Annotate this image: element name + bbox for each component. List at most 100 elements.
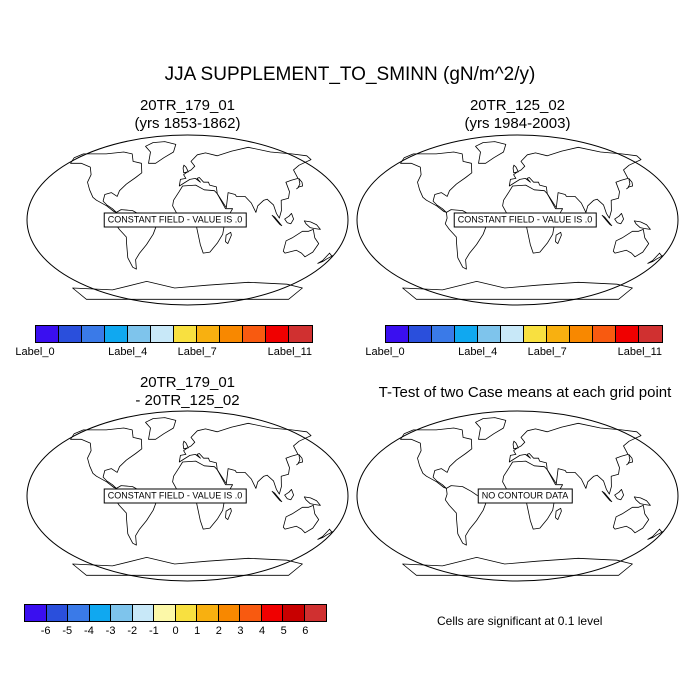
coastline-britain bbox=[512, 164, 519, 174]
coastline-new-guinea bbox=[633, 496, 651, 506]
coastline-madagascar bbox=[555, 507, 562, 520]
colorbar-tick-label: Label_11 bbox=[267, 346, 313, 358]
colorbar-tick-label: 6 bbox=[302, 625, 309, 637]
colorbar-swatch bbox=[501, 326, 524, 342]
colorbar-tick-label: 0 bbox=[172, 625, 179, 637]
colorbar-swatch bbox=[240, 605, 262, 621]
colorbar-tick-label: -4 bbox=[84, 625, 94, 637]
panel-2-map bbox=[355, 132, 680, 308]
panel-1-title: 20TR_179_01 (yrs 1853-1862) bbox=[25, 97, 350, 133]
colorbar-tick-label: Label_0 bbox=[15, 346, 55, 358]
colorbar-tick-label: Label_11 bbox=[617, 346, 663, 358]
coastline-japan bbox=[626, 454, 633, 466]
colorbar-swatch bbox=[283, 605, 305, 621]
panel-2-map-message: CONSTANT FIELD - VALUE IS .0 bbox=[453, 212, 597, 228]
coastline-japan bbox=[296, 178, 303, 190]
coastline-antarctica bbox=[402, 557, 633, 576]
colorbar-swatch bbox=[151, 326, 174, 342]
colorbar-tick-label: Label_4 bbox=[108, 346, 148, 358]
colorbar-swatch bbox=[570, 326, 593, 342]
map-border bbox=[356, 134, 679, 306]
colorbar-tick-label: Label_7 bbox=[527, 346, 567, 358]
coastline-borneo bbox=[614, 213, 624, 225]
coastline-new-zealand bbox=[317, 528, 333, 540]
colorbar-swatch bbox=[111, 605, 133, 621]
colorbar-swatch bbox=[616, 326, 639, 342]
coastline-japan bbox=[626, 178, 633, 190]
colorbar-swatch bbox=[478, 326, 501, 342]
colorbar-swatch bbox=[409, 326, 432, 342]
world-map bbox=[26, 410, 349, 582]
colorbar-swatch bbox=[547, 326, 570, 342]
colorbar-tick-label: 1 bbox=[194, 625, 201, 637]
colorbar-swatch bbox=[289, 326, 312, 342]
coastline-australia bbox=[612, 229, 650, 258]
coastline-australia bbox=[282, 505, 320, 534]
colorbar-tick-label: 2 bbox=[215, 625, 222, 637]
coastline-australia bbox=[612, 505, 650, 534]
coastline-antarctica bbox=[402, 281, 633, 300]
colorbar-swatch bbox=[197, 326, 220, 342]
coastline-new-zealand bbox=[647, 252, 663, 264]
colorbar-swatch bbox=[82, 326, 105, 342]
coastline-borneo bbox=[284, 213, 294, 225]
panel-3-colorbar-labels: -6 -5 -4 -3 -2 -1 0 1 2 3 4 5 6 bbox=[24, 625, 327, 639]
world-map bbox=[356, 410, 679, 582]
coastline-sumatra bbox=[271, 214, 283, 227]
colorbar-tick-label: -6 bbox=[40, 625, 51, 637]
panel-1-colorbar bbox=[35, 325, 313, 343]
colorbar-tick-label: -1 bbox=[148, 625, 159, 637]
coastline-madagascar bbox=[225, 507, 232, 520]
panel-3-title-line2: - 20TR_125_02 bbox=[135, 392, 240, 409]
colorbar-swatch bbox=[304, 605, 326, 621]
colorbar-swatch bbox=[128, 326, 151, 342]
panel-1-title-line2: (yrs 1853-1862) bbox=[134, 115, 241, 132]
coastline-britain bbox=[182, 440, 189, 450]
colorbar-swatch bbox=[89, 605, 111, 621]
panel-4-map bbox=[355, 408, 680, 584]
coastline-britain bbox=[512, 440, 519, 450]
colorbar-swatch bbox=[46, 605, 68, 621]
coastline-japan bbox=[296, 454, 303, 466]
coastline-greenland bbox=[475, 417, 507, 440]
colorbar-swatch bbox=[175, 605, 197, 621]
colorbar-tick-label: Label_0 bbox=[365, 346, 405, 358]
colorbar-swatch bbox=[220, 326, 243, 342]
colorbar-swatch bbox=[455, 326, 478, 342]
significance-note: Cells are significant at 0.1 level bbox=[437, 614, 603, 628]
coastline-eurasia bbox=[178, 146, 312, 219]
colorbar-tick-label: 4 bbox=[259, 625, 266, 637]
colorbar-swatch bbox=[593, 326, 616, 342]
colorbar-tick-label: Label_4 bbox=[458, 346, 498, 358]
coastline-north-america bbox=[400, 427, 473, 489]
coastline-new-guinea bbox=[303, 496, 321, 506]
coastline-madagascar bbox=[225, 231, 232, 244]
colorbar-swatch bbox=[261, 605, 283, 621]
colorbar-swatch bbox=[243, 326, 266, 342]
colorbar-swatch bbox=[36, 326, 59, 342]
colorbar-tick-label: -2 bbox=[127, 625, 138, 637]
coastline-sumatra bbox=[601, 490, 613, 503]
colorbar-swatch bbox=[174, 326, 197, 342]
panel-3-colorbar bbox=[24, 604, 327, 622]
colorbar-tick-label: Label_7 bbox=[177, 346, 217, 358]
coastline-eurasia bbox=[178, 422, 312, 495]
panel-3-title: 20TR_179_01 - 20TR_125_02 bbox=[25, 374, 350, 410]
coastline-north-america bbox=[400, 151, 473, 213]
colorbar-swatch bbox=[25, 605, 47, 621]
colorbar-swatch bbox=[386, 326, 409, 342]
coastline-britain bbox=[182, 164, 189, 174]
panel-3-title-line1: 20TR_179_01 bbox=[139, 374, 236, 391]
colorbar-swatch bbox=[68, 605, 90, 621]
map-border bbox=[356, 410, 679, 582]
colorbar-swatch bbox=[432, 326, 455, 342]
coastline-eurasia bbox=[508, 422, 642, 495]
colorbar-swatch bbox=[59, 326, 82, 342]
coastline-new-guinea bbox=[633, 220, 651, 230]
panel-2-colorbar-labels: Label_0 Label_4 Label_7 Label_11 bbox=[365, 346, 663, 360]
figure-title: JJA SUPPLEMENT_TO_SMINN (gN/m^2/y) bbox=[164, 64, 536, 85]
colorbar-swatch bbox=[154, 605, 176, 621]
coastline-greenland bbox=[145, 417, 177, 440]
panel-2-title-line1: 20TR_125_02 bbox=[469, 97, 566, 114]
coastline-borneo bbox=[284, 489, 294, 501]
